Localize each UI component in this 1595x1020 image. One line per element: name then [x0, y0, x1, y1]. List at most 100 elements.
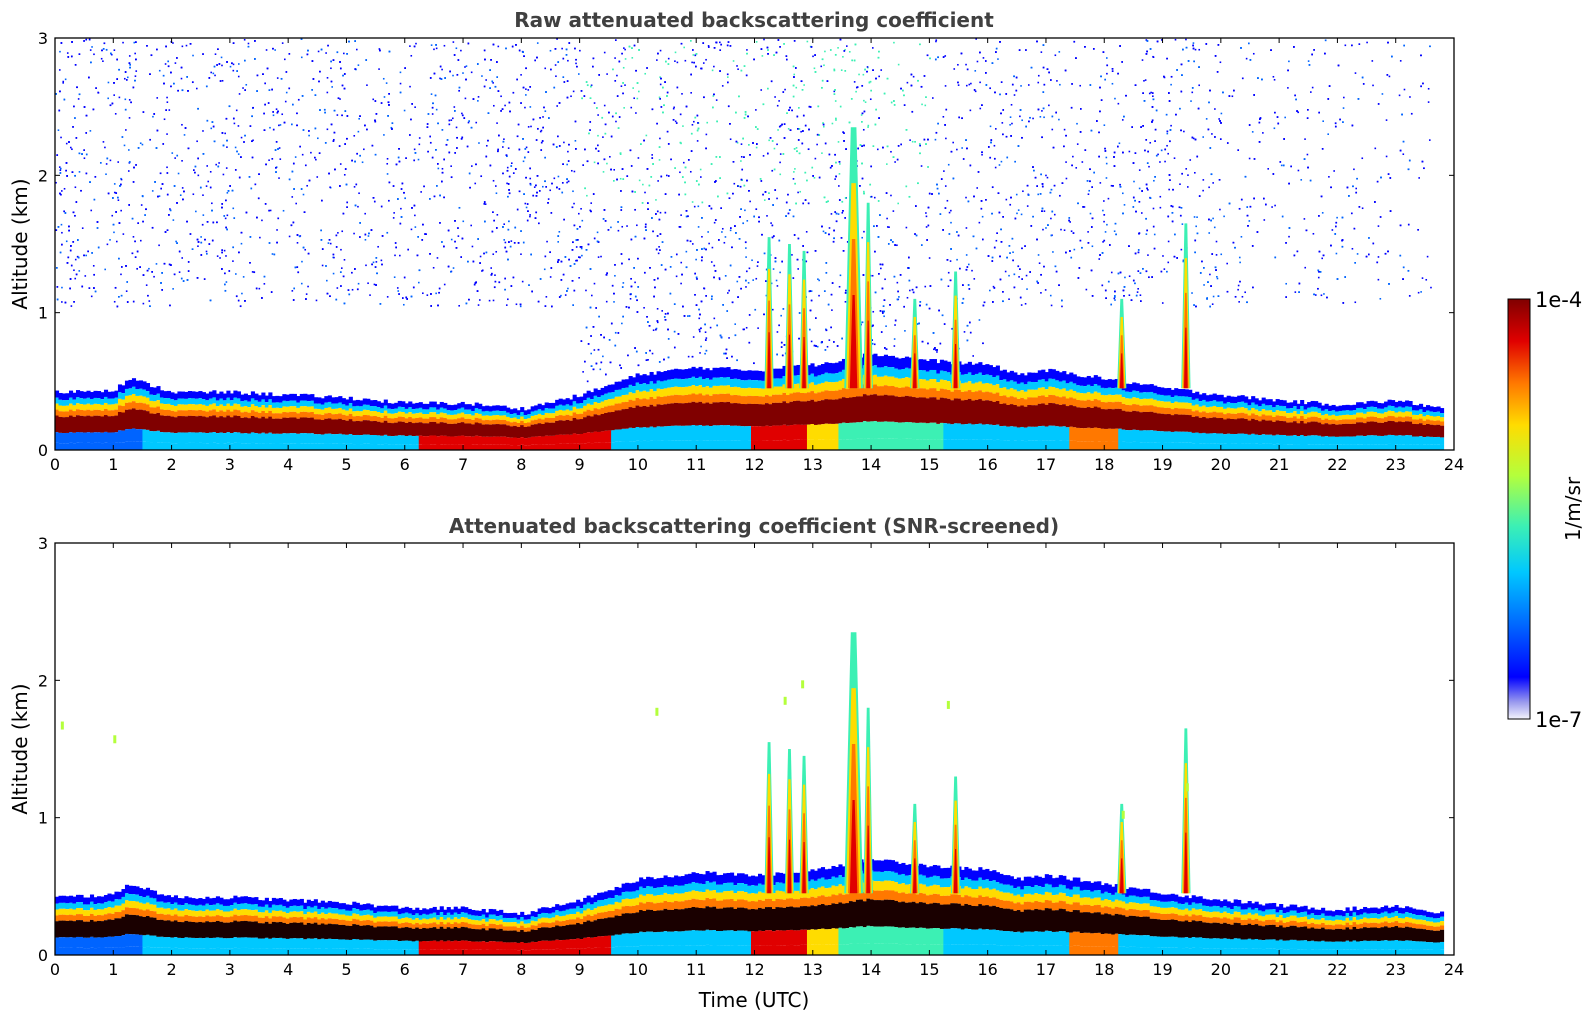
noise-speckle — [1113, 230, 1116, 233]
noise-speckle — [721, 231, 723, 233]
noise-speckle — [485, 79, 487, 81]
noise-speckle — [341, 230, 344, 233]
noise-speckle — [317, 50, 320, 53]
noise-speckle — [1049, 294, 1052, 297]
noise-speckle — [708, 242, 710, 245]
noise-speckle — [1403, 88, 1406, 91]
noise-speckle — [1017, 209, 1020, 211]
noise-speckle — [346, 206, 348, 208]
noise-speckle — [1166, 144, 1168, 147]
noise-speckle — [525, 94, 527, 96]
noise-speckle — [74, 214, 76, 217]
noise-speckle — [573, 202, 575, 205]
noise-speckle — [834, 178, 836, 180]
noise-speckle — [1189, 159, 1192, 161]
noise-speckle — [183, 134, 186, 136]
noise-speckle — [1145, 39, 1148, 41]
noise-speckle — [814, 157, 817, 160]
noise-speckle — [1208, 101, 1210, 104]
noise-speckle — [60, 167, 62, 170]
noise-speckle — [886, 163, 888, 165]
noise-speckle — [494, 274, 496, 276]
noise-speckle — [702, 62, 705, 64]
noise-speckle — [947, 163, 950, 166]
noise-speckle — [871, 325, 873, 328]
noise-speckle — [520, 253, 522, 256]
noise-speckle — [369, 294, 371, 296]
noise-speckle — [994, 166, 997, 169]
noise-speckle — [956, 258, 958, 261]
noise-speckle — [484, 203, 487, 205]
noise-speckle — [330, 67, 332, 70]
noise-speckle — [944, 55, 947, 57]
noise-speckle — [867, 124, 870, 127]
noise-speckle — [826, 345, 829, 348]
noise-speckle — [308, 134, 310, 137]
noise-speckle — [502, 146, 504, 148]
noise-speckle — [1248, 220, 1251, 222]
noise-speckle — [1166, 270, 1168, 273]
noise-speckle — [622, 66, 625, 69]
noise-speckle — [683, 46, 685, 49]
noise-speckle — [590, 352, 593, 355]
noise-speckle — [1137, 288, 1139, 290]
noise-speckle — [125, 290, 128, 292]
noise-speckle — [241, 292, 243, 295]
noise-speckle — [656, 235, 659, 237]
noise-speckle — [1366, 41, 1368, 44]
noise-speckle — [974, 90, 977, 93]
noise-speckle — [457, 235, 460, 237]
noise-speckle — [282, 209, 285, 212]
noise-speckle — [597, 256, 600, 258]
noise-speckle — [1123, 204, 1126, 206]
noise-speckle — [898, 296, 900, 298]
noise-speckle — [1202, 189, 1204, 192]
noise-speckle — [666, 174, 668, 177]
noise-speckle — [860, 114, 863, 116]
noise-speckle — [609, 155, 611, 158]
noise-speckle — [1304, 138, 1306, 140]
noise-speckle — [935, 349, 937, 351]
noise-speckle — [89, 130, 92, 132]
noise-speckle — [235, 273, 237, 275]
noise-speckle — [1252, 52, 1255, 55]
noise-speckle — [315, 158, 317, 161]
noise-speckle — [413, 148, 416, 151]
noise-speckle — [291, 123, 293, 126]
noise-speckle — [544, 67, 547, 70]
noise-speckle — [1182, 259, 1185, 262]
noise-speckle — [160, 187, 162, 190]
noise-speckle — [1013, 94, 1016, 96]
noise-speckle — [713, 221, 716, 224]
noise-speckle — [418, 143, 421, 146]
noise-speckle — [1294, 94, 1296, 97]
noise-speckle — [365, 264, 367, 267]
noise-speckle — [493, 104, 495, 107]
noise-speckle — [645, 134, 648, 137]
noise-speckle — [1231, 95, 1234, 98]
noise-speckle — [504, 241, 507, 244]
noise-speckle — [243, 38, 246, 41]
noise-speckle — [779, 153, 782, 155]
noise-speckle — [623, 107, 625, 109]
noise-speckle — [372, 261, 375, 264]
noise-speckle — [315, 299, 318, 302]
noise-speckle — [59, 50, 61, 53]
noise-speckle — [316, 176, 319, 178]
noise-speckle — [1103, 124, 1106, 126]
noise-speckle — [1288, 60, 1290, 63]
noise-speckle — [686, 315, 689, 317]
noise-speckle — [698, 317, 701, 320]
noise-speckle — [1402, 153, 1405, 156]
noise-speckle — [278, 177, 280, 179]
noise-speckle — [1320, 294, 1323, 297]
noise-speckle — [628, 258, 630, 261]
noise-speckle — [237, 75, 240, 78]
noise-speckle — [838, 173, 841, 175]
noise-speckle — [816, 345, 819, 348]
noise-speckle — [742, 222, 745, 225]
noise-speckle — [542, 116, 544, 118]
noise-speckle — [547, 198, 550, 200]
noise-speckle — [757, 327, 759, 329]
